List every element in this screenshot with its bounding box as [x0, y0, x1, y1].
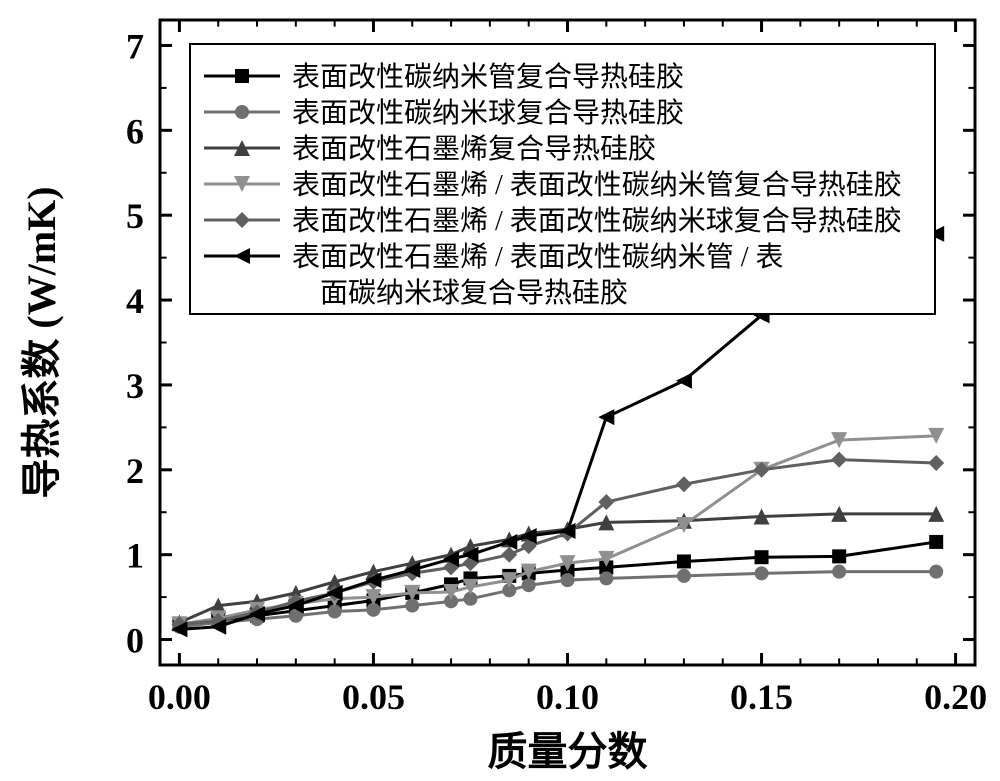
x-tick-label: 0.20: [924, 677, 987, 717]
chart-container: 0.00 0.05 0.10 0.15 0.20 0 1 2 3 4 5 6 7 质量分数 导热系数 (W/…: [0, 0, 1000, 781]
y-tick-label: 2: [126, 451, 144, 491]
x-tick-label: 0.15: [730, 677, 793, 717]
legend-label: 表面改性碳纳米球复合导热硅胶: [292, 97, 684, 129]
y-tick-label: 6: [126, 111, 144, 151]
legend-label-wrap: 面碳纳米球复合导热硅胶: [320, 277, 628, 309]
y-axis-label: 导热系数 (W/mK): [19, 186, 64, 498]
y-tick-label: 4: [126, 281, 144, 321]
legend-label: 表面改性石墨烯 / 表面改性碳纳米管 / 表: [292, 241, 784, 273]
legend-label: 表面改性石墨烯复合导热硅胶: [292, 133, 656, 165]
series-s2: [172, 565, 943, 634]
series-s5: [171, 452, 944, 633]
y-tick-label: 3: [126, 366, 144, 406]
y-tick-label: 7: [126, 26, 144, 66]
y-tick-label: 1: [126, 536, 144, 576]
y-tick-label: 5: [126, 196, 144, 236]
legend: 表面改性碳纳米管复合导热硅胶表面改性碳纳米球复合导热硅胶表面改性石墨烯复合导热硅…: [190, 44, 935, 314]
legend-label: 表面改性石墨烯 / 表面改性碳纳米管复合导热硅胶: [292, 169, 902, 201]
x-tick-label: 0.00: [148, 677, 211, 717]
chart-svg: 0.00 0.05 0.10 0.15 0.20 0 1 2 3 4 5 6 7 质量分数 导热系数 (W/…: [0, 0, 1000, 781]
y-tick-label: 0: [126, 621, 144, 661]
x-tick-label: 0.10: [536, 677, 599, 717]
legend-label: 表面改性碳纳米管复合导热硅胶: [292, 61, 684, 93]
x-axis-label: 质量分数: [488, 729, 648, 774]
x-tick-label: 0.05: [342, 677, 405, 717]
legend-label: 表面改性石墨烯 / 表面改性碳纳米球复合导热硅胶: [292, 205, 902, 237]
